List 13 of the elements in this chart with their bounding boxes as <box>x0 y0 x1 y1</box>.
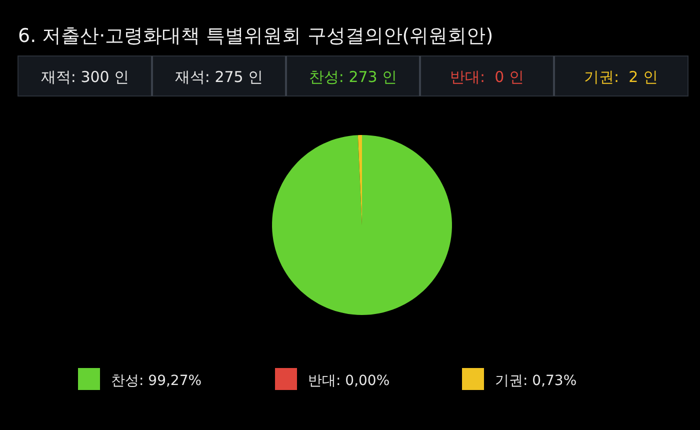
header-cell: 기권: 2 인 <box>553 56 658 96</box>
legend-item: 찬성: 99,27% <box>78 368 202 390</box>
legend-label: 찬성: 99,27% <box>111 373 202 389</box>
header-cell: 재적: 300 인 <box>40 68 130 86</box>
header-cell: 재석: 275 인 <box>151 56 264 96</box>
legend-item: 반대: 0,00% <box>275 368 390 390</box>
header-cell: 반대: 0 인 <box>419 56 524 96</box>
pie-slice <box>272 135 452 315</box>
legend-item: 기권: 0,73% <box>462 368 577 390</box>
legend-label: 반대: 0,00% <box>308 373 390 389</box>
chart-title: 6. 저출산·고령화대책 특별위원회 구성결의안(위원회안) <box>18 25 494 47</box>
legend-label: 기권: 0,73% <box>495 373 577 389</box>
header-cell: 찬성: 273 인 <box>285 56 398 96</box>
